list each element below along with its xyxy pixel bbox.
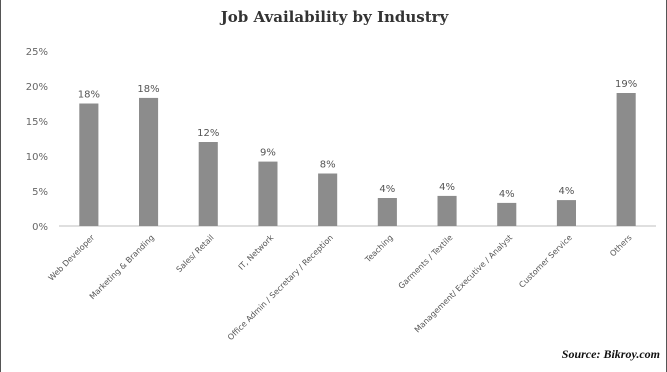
bar [79, 103, 99, 226]
y-tick-label: 10% [26, 152, 48, 163]
x-tick-label: Others [608, 233, 633, 258]
y-tick-label: 20% [26, 82, 48, 93]
chart-title: Job Availability by Industry [220, 8, 449, 26]
data-label: 4% [379, 184, 395, 195]
data-label: 9% [260, 148, 276, 159]
bar [138, 97, 159, 227]
data-label: 4% [439, 182, 455, 193]
x-tick-label: Garments / Textile [397, 233, 455, 291]
data-label: 18% [78, 90, 100, 101]
data-label: 4% [559, 186, 575, 197]
x-tick-label: Management/ Executive / Analyst [413, 233, 514, 334]
x-tick-label: Teaching [363, 233, 395, 265]
y-tick-label: 0% [32, 222, 48, 233]
data-label: 8% [320, 160, 336, 171]
x-tick-label: Customer Service [517, 233, 574, 290]
y-tick-label: 25% [26, 47, 48, 58]
bar [497, 202, 517, 226]
data-label: 4% [499, 189, 515, 200]
bar [198, 142, 218, 226]
bar [437, 195, 457, 226]
y-tick-label: 5% [32, 187, 48, 198]
y-tick-label: 15% [26, 117, 48, 128]
x-tick-label: Sales/ Retail [175, 233, 216, 274]
bar [377, 198, 397, 226]
data-label: 12% [197, 128, 219, 139]
y-axis: 0% 5% 10% 15% 20% 25% [26, 47, 656, 233]
bars [79, 93, 636, 227]
x-tick-label: Marketing & Branding [88, 233, 156, 301]
bar [556, 200, 577, 226]
bar [318, 173, 338, 226]
source-note: Source: Bikroy.com [561, 347, 660, 361]
data-label: 18% [137, 84, 159, 95]
bar [616, 93, 636, 226]
x-tick-label: Web Developer [47, 233, 97, 283]
bar [258, 161, 278, 226]
data-label: 19% [615, 79, 637, 90]
data-labels: 18% 18% 12% 9% 8% 4% 4% 4% 4% 19% [78, 79, 638, 200]
x-tick-label: Office Admin / Secretary / Reception [226, 233, 335, 342]
x-tick-label: IT, Network [237, 233, 276, 272]
